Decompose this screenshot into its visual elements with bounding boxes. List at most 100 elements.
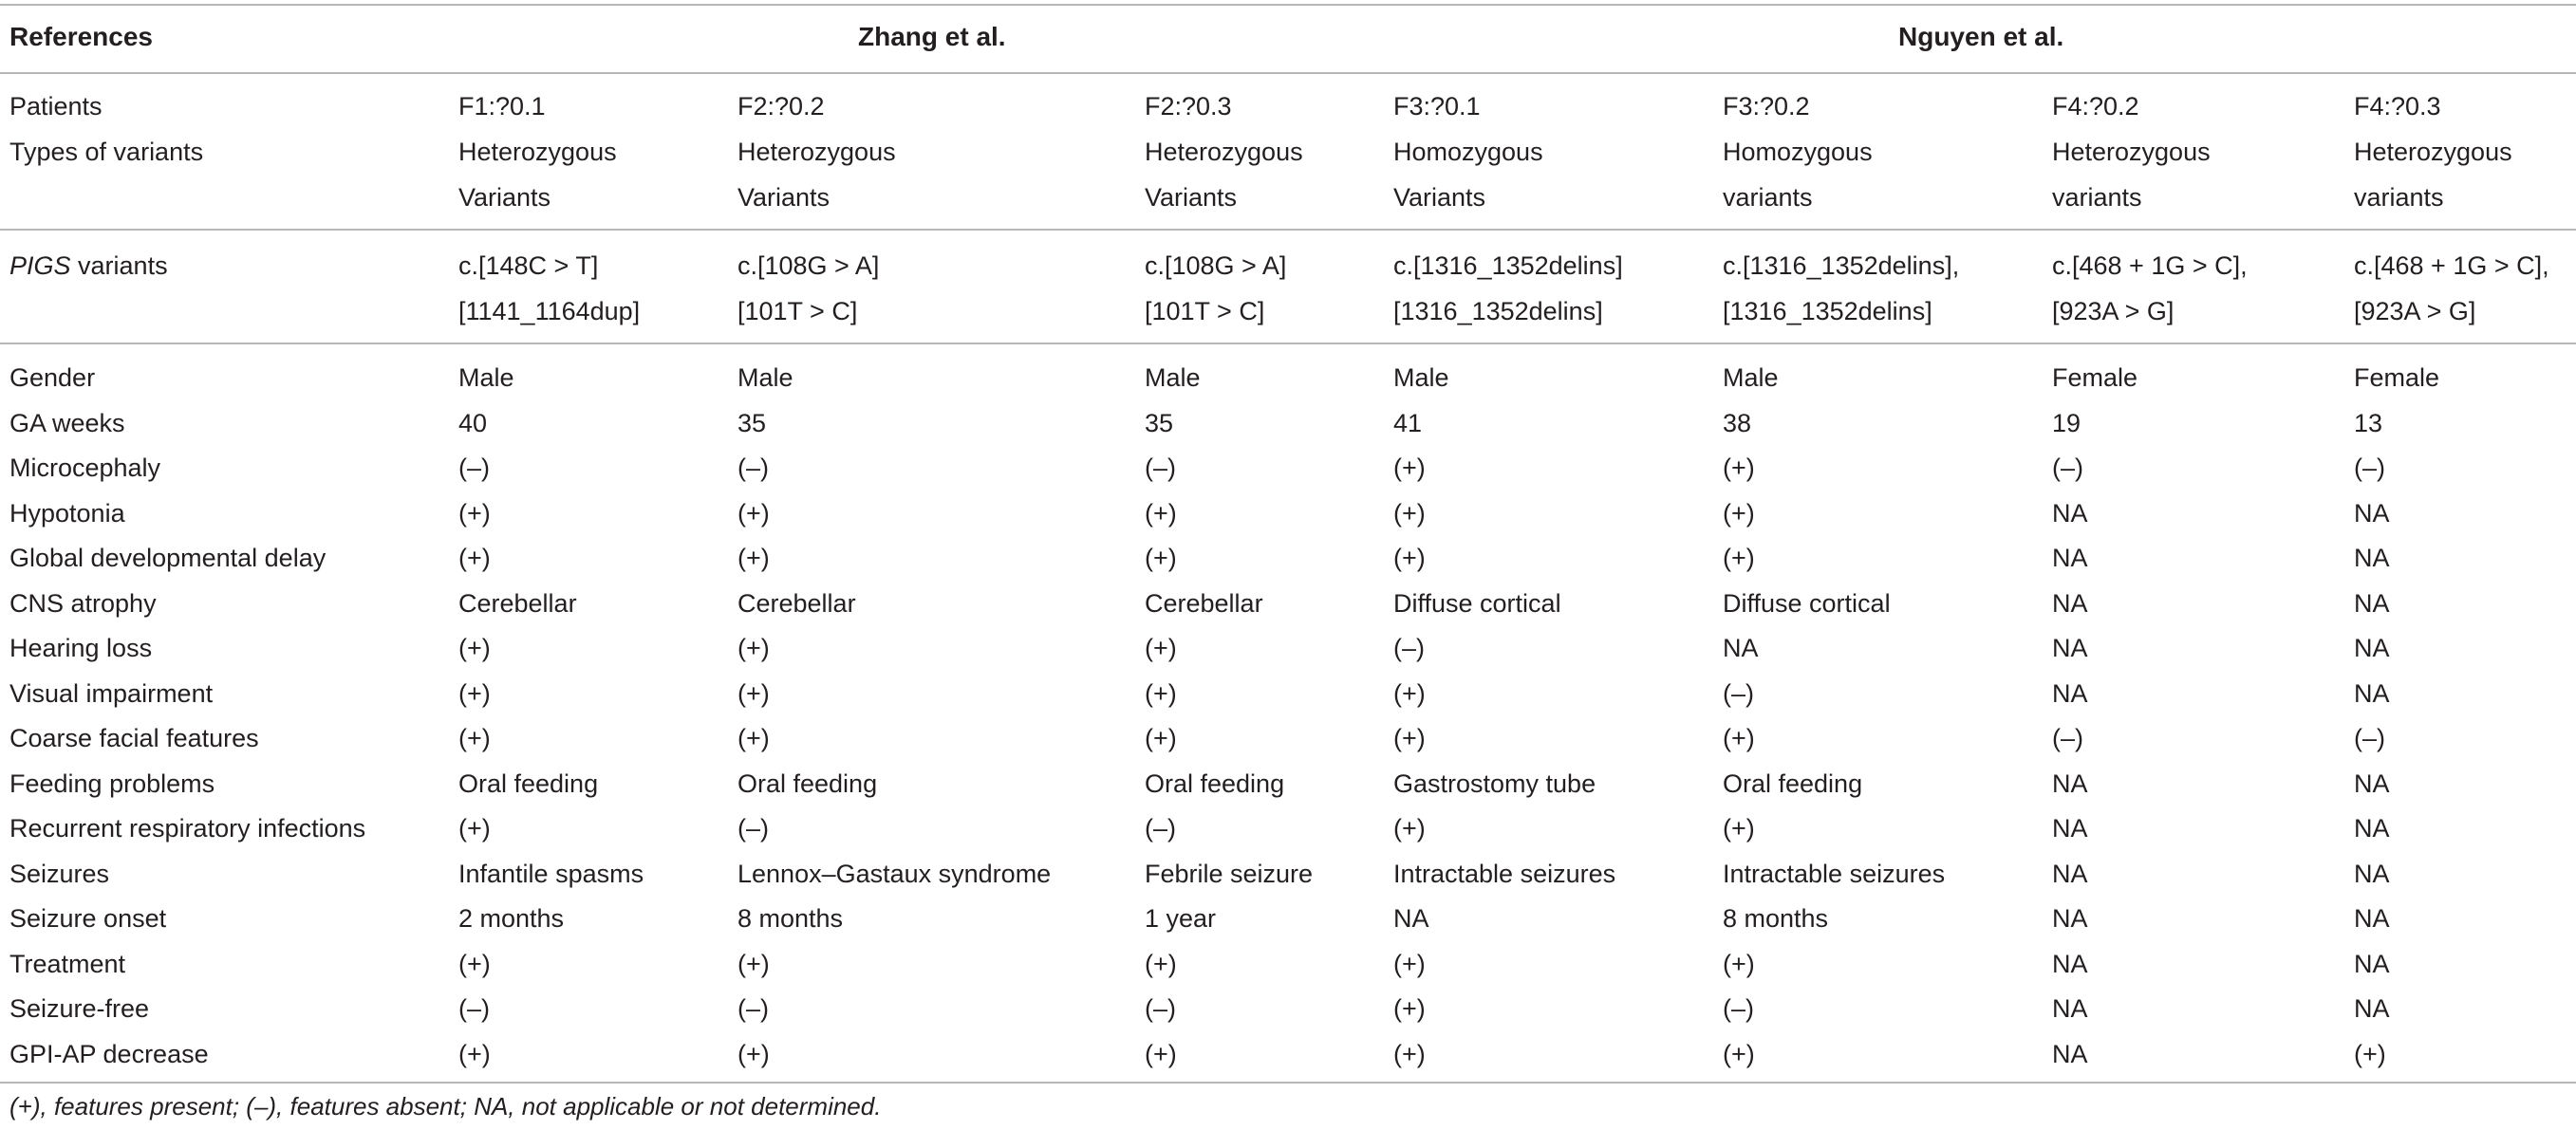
table-cell: Male — [737, 363, 793, 392]
table-cell: (–) — [1145, 814, 1176, 843]
table-cell: (+) — [1723, 950, 1755, 978]
gene-label-suffix: variants — [70, 251, 168, 280]
table-cell: NA — [2052, 860, 2088, 888]
variant-type: Heterozygous — [2052, 138, 2211, 166]
table-cell: (+) — [737, 724, 770, 752]
table-cell: (+) — [1723, 454, 1755, 482]
table-footnote: (+), features present; (–), features abs… — [9, 1092, 882, 1121]
header-references: References — [9, 22, 153, 51]
pigs-variant: [923A > G] — [2354, 297, 2476, 325]
table-cell: Cerebellar — [458, 589, 577, 618]
table-cell: (–) — [458, 994, 490, 1023]
variant-type: variants — [2354, 183, 2444, 212]
table-cell: Male — [1145, 363, 1201, 392]
table-cell: Intractable seizures — [1393, 860, 1616, 888]
table-cell: 35 — [737, 409, 767, 437]
table-cell: NA — [2052, 499, 2088, 528]
variant-type: Heterozygous — [458, 138, 617, 166]
variant-type: Homozygous — [1723, 138, 1873, 166]
table-cell: Oral feeding — [737, 769, 878, 798]
table-cell: Oral feeding — [1723, 769, 1863, 798]
table-cell: Diffuse cortical — [1393, 589, 1561, 618]
table-cell: (+) — [458, 814, 491, 843]
table-cell: NA — [1723, 634, 1759, 662]
table-cell: Diffuse cortical — [1723, 589, 1891, 618]
table-cell: NA — [2354, 994, 2390, 1023]
patient-id: F2:?0.2 — [737, 92, 825, 120]
table-cell: (+) — [1393, 544, 1426, 572]
header-rule — [0, 72, 2576, 74]
table-cell: (+) — [1393, 1040, 1426, 1068]
table-cell: (–) — [2052, 454, 2083, 482]
pigs-variant: c.[1316_1352delins] — [1393, 251, 1623, 280]
row-label: Hypotonia — [9, 499, 125, 528]
table-cell: NA — [2052, 544, 2088, 572]
table-cell: (+) — [1393, 454, 1426, 482]
table-cell: (+) — [458, 950, 491, 978]
table-cell: (+) — [458, 1040, 491, 1068]
table-cell: NA — [2052, 994, 2088, 1023]
table-cell: (+) — [737, 950, 770, 978]
row-label: Visual impairment — [9, 679, 214, 708]
variant-type: Variants — [737, 183, 831, 212]
variant-type: Heterozygous — [1145, 138, 1303, 166]
table-cell: Gastrostomy tube — [1393, 769, 1596, 798]
row-label: Seizure-free — [9, 994, 150, 1023]
pigs-variant: [101T > C] — [1145, 297, 1265, 325]
table-cell: 8 months — [737, 904, 844, 933]
table-cell: NA — [1393, 904, 1429, 933]
pigs-variant: [1316_1352delins] — [1723, 297, 1932, 325]
row-label: CNS atrophy — [9, 589, 157, 618]
table-cell: NA — [2354, 544, 2390, 572]
table-cell: NA — [2052, 589, 2088, 618]
variant-type: variants — [2052, 183, 2142, 212]
table-cell: (–) — [1723, 679, 1754, 708]
table-cell: (–) — [2354, 454, 2385, 482]
table-cell: (+) — [1723, 814, 1755, 843]
table-cell: 2 months — [458, 904, 565, 933]
table-cell: (+) — [458, 679, 491, 708]
table-cell: (+) — [458, 724, 491, 752]
table-cell: (–) — [2052, 724, 2083, 752]
table-cell: Infantile spasms — [458, 860, 644, 888]
pigs-variant: c.[1316_1352delins], — [1723, 251, 1960, 280]
table-cell: (–) — [1145, 454, 1176, 482]
row-label: GPI-AP decrease — [9, 1040, 209, 1068]
variant-type: Variants — [1145, 183, 1238, 212]
table-cell: NA — [2354, 769, 2390, 798]
table-cell: (–) — [1723, 994, 1754, 1023]
table-cell: NA — [2052, 634, 2088, 662]
patient-id: F2:?0.3 — [1145, 92, 1232, 120]
table-cell: Female — [2052, 363, 2138, 392]
table-cell: (+) — [1393, 950, 1426, 978]
table-cell: 1 year — [1145, 904, 1217, 933]
table-cell: (+) — [1145, 724, 1177, 752]
table-cell: NA — [2052, 904, 2088, 933]
table-cell: (+) — [1145, 544, 1177, 572]
row-label: Feeding problems — [9, 769, 215, 798]
table-cell: (+) — [458, 544, 491, 572]
table-cell: 19 — [2052, 409, 2081, 437]
patient-id: F4:?0.3 — [2354, 92, 2441, 120]
patient-id: F1:?0.1 — [458, 92, 546, 120]
table-cell: (–) — [1145, 994, 1176, 1023]
table-cell: Intractable seizures — [1723, 860, 1946, 888]
table-cell: Lennox–Gastaux syndrome — [737, 860, 1052, 888]
pigs-variant: [923A > G] — [2052, 297, 2175, 325]
table-cell: NA — [2354, 634, 2390, 662]
row-label: Seizures — [9, 860, 110, 888]
table-cell: Oral feeding — [458, 769, 599, 798]
header-zhang: Zhang et al. — [858, 22, 1006, 51]
variant-type: Variants — [1393, 183, 1486, 212]
pigs-variants-rule — [0, 343, 2576, 344]
header-nguyen: Nguyen et al. — [1898, 22, 2064, 51]
row-label: Treatment — [9, 950, 126, 978]
table-cell: (+) — [1393, 724, 1426, 752]
pigs-variant: c.[468 + 1G > C], — [2052, 251, 2248, 280]
patient-id: F3:?0.2 — [1723, 92, 1810, 120]
row-label: Recurrent respiratory infections — [9, 814, 366, 843]
table-cell: 41 — [1393, 409, 1423, 437]
table-cell: (+) — [1723, 544, 1755, 572]
table-cell: (+) — [737, 1040, 770, 1068]
row-label: Global developmental delay — [9, 544, 327, 572]
